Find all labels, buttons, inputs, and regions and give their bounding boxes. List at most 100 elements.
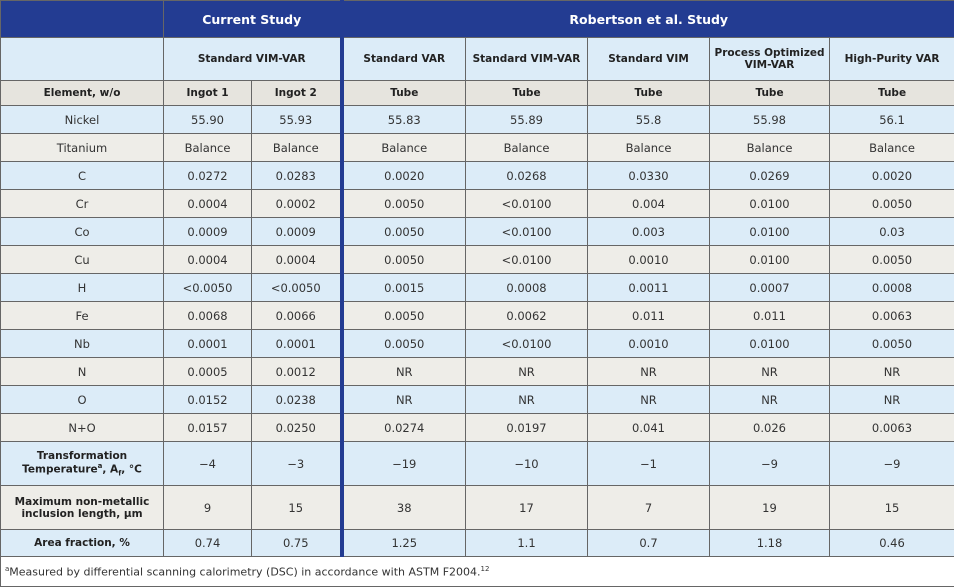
row-label: Co [0, 217, 164, 246]
table-row: Transformation Temperaturea, Af, °C −4 −3−… [0, 441, 954, 486]
value-cell: 0.0004 [251, 245, 342, 274]
value-cell: 0.0100 [709, 245, 830, 274]
value-cell: 55.98 [709, 105, 830, 134]
value-cell: 0.0062 [465, 301, 588, 330]
footnote-marker: a [5, 564, 10, 573]
value-cell: −9 [828, 441, 954, 486]
group-header: Robertson et al. Study [339, 0, 954, 38]
value-cell: −4 [163, 441, 252, 486]
value-cell: 55.93 [251, 105, 342, 134]
value-cell: 0.0050 [828, 245, 954, 274]
value-cell: 0.003 [587, 217, 710, 246]
process-header: Standard VIM-VAR [163, 37, 342, 81]
value-cell: 1.25 [339, 529, 466, 557]
row-label: Maximum non-metallic inclusion length, µ… [0, 485, 164, 530]
value-cell: −3 [251, 441, 342, 486]
value-cell: 0.0010 [587, 245, 710, 274]
value-cell: 0.0268 [465, 161, 588, 190]
label-part: a [97, 461, 103, 470]
table-row: Titanium Balance Balance Balance Balance Bala… [0, 133, 954, 162]
value-cell: 0.0238 [251, 385, 342, 414]
value-cell: −9 [709, 441, 830, 486]
value-cell: 0.74 [163, 529, 252, 557]
value-cell: 17 [465, 485, 588, 530]
table-row: Maximum non-metallic inclusion length, µ… [0, 485, 954, 530]
value-cell: 0.0005 [163, 357, 252, 386]
value-cell: <0.0100 [465, 245, 588, 274]
form-header: Tube [465, 80, 588, 106]
row-label: C [0, 161, 164, 190]
value-cell: −19 [339, 441, 466, 486]
value-cell: Balance [587, 133, 710, 162]
value-cell: 0.0001 [163, 329, 252, 358]
value-cell: 0.0011 [587, 273, 710, 302]
value-cell: 0.7 [587, 529, 710, 557]
value-cell: NR [339, 357, 466, 386]
value-cell: 0.0050 [828, 189, 954, 218]
value-cell: 0.0008 [465, 273, 588, 302]
row-label: Area fraction, % [0, 529, 164, 557]
value-cell: 0.0050 [339, 217, 466, 246]
table-row: Co 0.0009 0.0009 0.0050 <0.0100 0.003 0.0100 0.… [0, 217, 954, 246]
value-cell: 0.0004 [163, 189, 252, 218]
table-row: Current Study Robertson et al. Study [0, 0, 954, 38]
value-cell: 0.0157 [163, 413, 252, 442]
row-label: Nb [0, 329, 164, 358]
row-label: Cu [0, 245, 164, 274]
value-cell: 0.46 [828, 529, 954, 557]
value-cell: 0.0050 [339, 245, 466, 274]
value-cell: 19 [709, 485, 830, 530]
value-cell: 0.0100 [709, 189, 830, 218]
value-cell: 0.0009 [251, 217, 342, 246]
value-cell: 1.1 [465, 529, 588, 557]
row-label: Nickel [0, 105, 164, 134]
label-part: , A [102, 463, 119, 476]
value-cell: 0.0009 [163, 217, 252, 246]
process-header: High-Purity VAR [828, 37, 954, 81]
form-header: Tube [587, 80, 710, 106]
value-cell: 0.0015 [339, 273, 466, 302]
value-cell: −1 [587, 441, 710, 486]
table-row: C 0.0272 0.0283 0.0020 0.0268 0.0330 0.0269 0.0… [0, 161, 954, 190]
value-cell: 0.0197 [465, 413, 588, 442]
value-cell: 0.75 [251, 529, 342, 557]
value-cell: 9 [163, 485, 252, 530]
value-cell: 0.0010 [587, 329, 710, 358]
value-cell: Balance [339, 133, 466, 162]
value-cell: 0.0330 [587, 161, 710, 190]
row-label: Cr [0, 189, 164, 218]
value-cell: 0.0274 [339, 413, 466, 442]
row-label: H [0, 273, 164, 302]
footnote-ref: 12 [480, 564, 490, 573]
value-cell: 0.026 [709, 413, 830, 442]
value-cell: 55.83 [339, 105, 466, 134]
table-row: aMeasured by differential scanning calor… [0, 556, 954, 587]
value-cell: 0.0068 [163, 301, 252, 330]
value-cell: <0.0100 [465, 189, 588, 218]
value-cell: NR [709, 357, 830, 386]
table-row: Element, w/o Ingot 1 Ingot 2 Tube Tube Tube Tu… [0, 80, 954, 106]
value-cell: 0.011 [587, 301, 710, 330]
value-cell: 7 [587, 485, 710, 530]
value-cell: Balance [828, 133, 954, 162]
value-cell: 0.0066 [251, 301, 342, 330]
process-header: Standard VAR [339, 37, 466, 81]
value-cell: 0.0050 [339, 301, 466, 330]
value-cell: NR [828, 357, 954, 386]
value-cell: 0.0020 [339, 161, 466, 190]
form-header: Tube [709, 80, 830, 106]
value-cell: 0.041 [587, 413, 710, 442]
value-cell: NR [587, 385, 710, 414]
value-cell: <0.0100 [465, 329, 588, 358]
value-cell: 0.0063 [828, 413, 954, 442]
process-header: Standard VIM [587, 37, 710, 81]
value-cell: 0.0050 [339, 189, 466, 218]
table-row: Cu 0.0004 0.0004 0.0050 <0.0100 0.0010 0.0100 0… [0, 245, 954, 274]
value-cell: 0.0050 [828, 329, 954, 358]
table-row: O 0.0152 0.0238 NR NR NR NR NR [0, 385, 954, 414]
value-cell: 0.0002 [251, 189, 342, 218]
value-cell: 55.90 [163, 105, 252, 134]
form-header: Ingot 1 [163, 80, 252, 106]
